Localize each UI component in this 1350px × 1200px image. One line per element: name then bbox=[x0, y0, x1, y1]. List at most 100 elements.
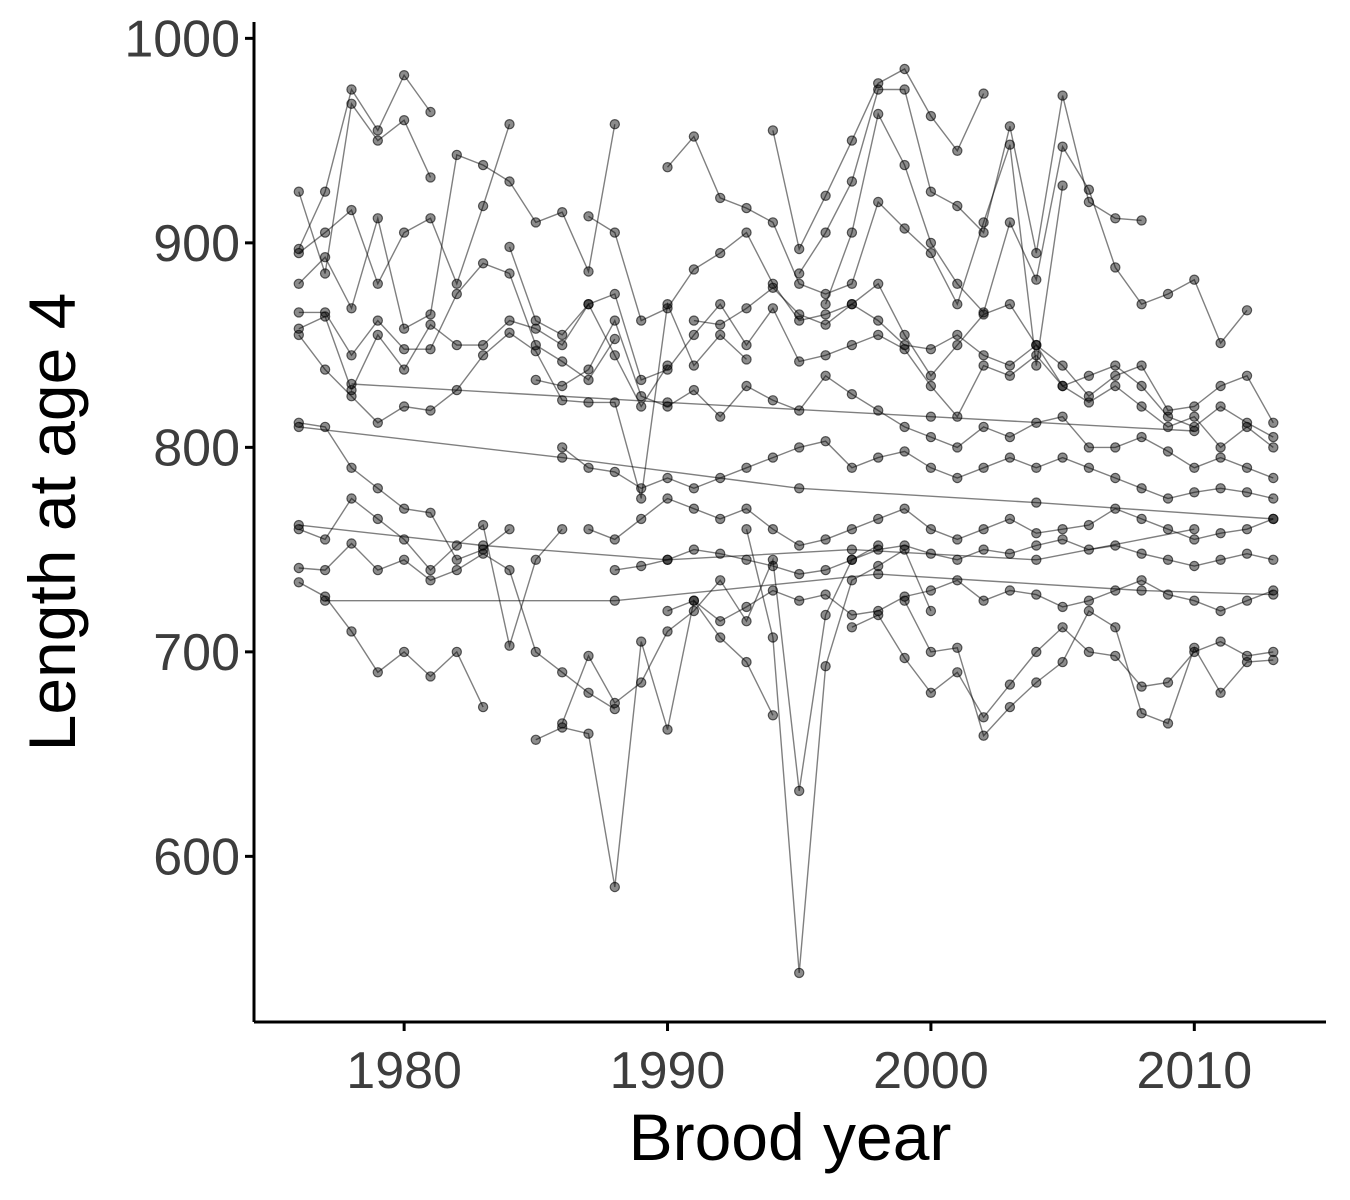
y-tick-label: 1000 bbox=[124, 10, 240, 68]
series-line bbox=[298, 524, 1195, 561]
data-point bbox=[952, 411, 963, 422]
data-point bbox=[1162, 589, 1174, 600]
data-point bbox=[688, 544, 700, 555]
data-point bbox=[767, 632, 779, 643]
data-point bbox=[636, 391, 647, 402]
series bbox=[504, 241, 1279, 453]
data-point bbox=[398, 227, 410, 238]
data-point bbox=[846, 339, 858, 351]
y-axis-ticks: 600 700 800 900 1000 bbox=[124, 10, 254, 886]
data-point bbox=[1241, 595, 1253, 606]
data-point bbox=[372, 417, 383, 428]
data-point bbox=[741, 601, 752, 613]
data-point bbox=[688, 384, 700, 396]
data-point bbox=[1215, 605, 1226, 617]
data-point bbox=[820, 227, 831, 238]
data-point bbox=[372, 667, 383, 678]
data-point bbox=[372, 278, 383, 289]
data-point bbox=[425, 405, 436, 416]
data-point bbox=[530, 217, 542, 228]
data-point bbox=[1004, 513, 1016, 525]
data-point bbox=[846, 299, 858, 310]
data-point bbox=[794, 442, 805, 453]
data-point bbox=[873, 405, 884, 416]
data-point bbox=[767, 524, 779, 535]
data-point bbox=[293, 186, 304, 197]
data-point bbox=[583, 650, 594, 662]
series-line bbox=[298, 426, 1274, 520]
data-point bbox=[952, 339, 963, 351]
series-layer bbox=[293, 63, 1279, 979]
data-point bbox=[741, 354, 752, 365]
data-point bbox=[767, 303, 779, 314]
data-point bbox=[451, 288, 462, 300]
data-point bbox=[741, 503, 752, 514]
data-point bbox=[873, 278, 884, 289]
data-point bbox=[372, 329, 383, 341]
data-point bbox=[767, 452, 779, 463]
data-point bbox=[504, 176, 515, 187]
data-point bbox=[688, 483, 700, 494]
data-point bbox=[978, 350, 989, 361]
data-point bbox=[1031, 462, 1042, 473]
data-point bbox=[1031, 540, 1042, 551]
data-point bbox=[820, 350, 831, 361]
data-point bbox=[715, 319, 726, 330]
data-point bbox=[636, 483, 647, 494]
series bbox=[767, 63, 989, 255]
data-point bbox=[1031, 646, 1042, 658]
data-point bbox=[688, 503, 700, 514]
data-point bbox=[293, 519, 304, 531]
data-point bbox=[1110, 503, 1121, 514]
data-point bbox=[425, 507, 436, 518]
data-point bbox=[741, 339, 752, 351]
data-point bbox=[1268, 646, 1279, 658]
data-point bbox=[477, 200, 489, 212]
series bbox=[293, 258, 621, 386]
data-point bbox=[1241, 370, 1253, 381]
series-line bbox=[824, 111, 1248, 345]
data-point bbox=[846, 524, 858, 535]
data-point bbox=[504, 315, 515, 326]
data-point bbox=[1083, 544, 1095, 555]
data-point bbox=[820, 319, 831, 330]
data-point bbox=[319, 227, 331, 238]
data-point bbox=[609, 564, 621, 576]
data-point bbox=[1136, 585, 1147, 596]
data-point bbox=[372, 564, 383, 576]
data-point bbox=[978, 524, 989, 535]
data-point bbox=[767, 282, 779, 293]
data-point bbox=[1031, 497, 1042, 508]
data-point bbox=[767, 395, 779, 406]
data-point bbox=[293, 307, 304, 318]
data-point bbox=[1136, 360, 1147, 371]
data-point bbox=[873, 513, 884, 525]
data-point bbox=[846, 544, 858, 555]
data-point bbox=[293, 577, 304, 588]
data-point bbox=[1004, 585, 1016, 596]
data-point bbox=[1031, 528, 1042, 539]
data-point bbox=[477, 350, 489, 361]
series-line bbox=[298, 497, 563, 649]
data-point bbox=[846, 227, 858, 238]
data-point bbox=[1004, 370, 1016, 381]
data-point bbox=[820, 370, 831, 381]
data-point bbox=[1031, 350, 1042, 361]
data-point bbox=[319, 311, 331, 322]
data-point bbox=[741, 462, 752, 473]
data-point bbox=[820, 564, 831, 576]
data-point bbox=[319, 564, 331, 576]
data-point bbox=[1031, 589, 1042, 600]
data-point bbox=[425, 309, 436, 320]
data-point bbox=[1268, 442, 1279, 453]
data-point bbox=[1268, 431, 1279, 443]
data-point bbox=[346, 538, 357, 549]
data-point bbox=[293, 278, 304, 289]
data-point bbox=[846, 389, 858, 400]
x-axis-ticks: 1980 1990 2000 2010 bbox=[346, 1022, 1252, 1100]
series bbox=[530, 595, 779, 893]
data-point bbox=[899, 540, 910, 551]
data-point bbox=[477, 548, 489, 559]
data-point bbox=[398, 503, 410, 514]
data-point bbox=[820, 288, 831, 300]
